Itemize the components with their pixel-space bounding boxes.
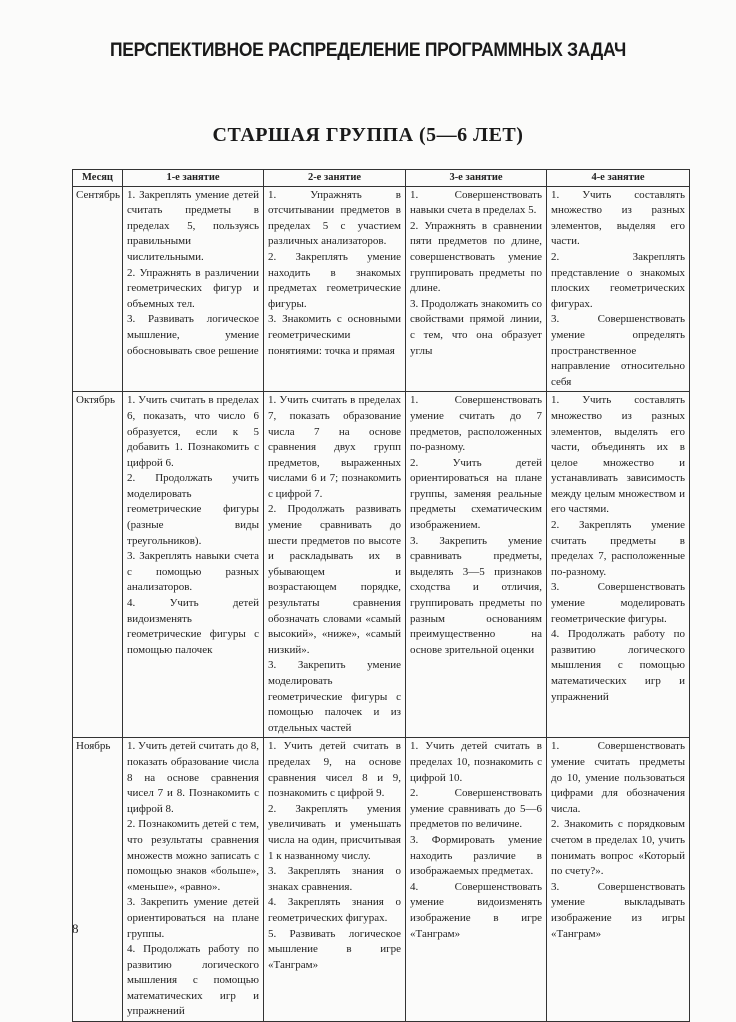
header-lesson-1: 1-е занятие [122, 169, 264, 187]
lesson-cell-2: 1. Учить детей считать в пределах 9, на … [263, 737, 406, 1022]
task-item: 3. Закрепить умение сравнивать предметы,… [410, 534, 542, 656]
task-item: 1. Учить составлять множество из разных … [551, 394, 685, 516]
lesson-cell-2: 1. Упражнять в отсчитывании предметов в … [263, 185, 406, 393]
task-item: 5. Развивать логическое мышление в игре … [268, 927, 401, 971]
lesson-cell-4: 1. Совершенствовать умение считать предм… [546, 737, 690, 1022]
task-item: 3. Совершенствовать умение моделировать … [551, 581, 685, 625]
task-item: 3. Продолжать знакомить со свойствами пр… [410, 297, 542, 357]
task-item: 3. Закреплять навыки счета с помощью раз… [127, 550, 259, 594]
task-item: 2. Познакомить детей с тем, что результа… [127, 818, 259, 893]
lesson-cell-2: 1. Учить считать в пределах 7, показать … [263, 391, 406, 739]
task-item: 1. Учить составлять множество из разных … [551, 188, 685, 248]
task-item: 3. Закрепить умение моделировать геометр… [268, 659, 401, 734]
task-item: 2. Учить детей ориентироваться на плане … [410, 456, 542, 532]
task-item: 4. Продолжать работу по развитию логичес… [127, 943, 259, 1018]
month-cell: Ноябрь [72, 737, 123, 1022]
task-item: 2. Продолжать развивать умение сравниват… [268, 503, 401, 656]
task-item: 4. Совершенствовать умение видоизменять … [410, 880, 542, 940]
task-item: 1. Учить считать в пределах 7, показать … [268, 394, 401, 500]
task-item: 1. Учить считать в пределах 6, показать,… [127, 394, 259, 469]
task-item: 2. Закреплять умения увеличивать и умень… [268, 802, 401, 862]
task-item: 1. Учить детей считать в пределах 10, по… [410, 740, 542, 784]
lesson-cell-4: 1. Учить составлять множество из разных … [546, 185, 690, 393]
program-tasks-table: Месяц 1-е занятие 2-е занятие 3-е заняти… [72, 169, 690, 1022]
header-lesson-4: 4-е занятие [546, 169, 690, 187]
table-row: Сентябрь 1. Закреплять умение детей счита… [72, 185, 690, 393]
task-item: 2. Упражнять в сравнении пяти предметов … [410, 219, 542, 295]
header-lesson-3: 3-е занятие [405, 169, 547, 187]
task-item: 1. Учить детей считать до 8, показать об… [127, 740, 259, 815]
lesson-cell-3: 1. Совершенствовать навыки счета в преде… [405, 185, 547, 393]
table-row: Октябрь 1. Учить считать в пределах 6, по… [72, 391, 690, 739]
lesson-cell-1: 1. Закреплять умение детей считать предм… [122, 185, 264, 393]
task-item: 3. Формировать умение находить различие … [410, 833, 542, 878]
lesson-cell-1: 1. Учить считать в пределах 6, показать,… [122, 391, 264, 739]
task-item: 3. Закреплять знания о знаках сравнения. [268, 865, 401, 893]
month-cell: Сентябрь [72, 185, 123, 393]
task-item: 2. Закреплять умение находить в знакомых… [268, 250, 401, 310]
lesson-cell-1: 1. Учить детей считать до 8, показать об… [122, 737, 264, 1022]
task-item: 3. Совершенствовать умение определять пр… [551, 313, 685, 388]
task-item: 1. Закреплять умение детей считать предм… [127, 188, 259, 263]
page-title: ПЕРСПЕКТИВНОЕ РАСПРЕДЕЛЕНИЕ ПРОГРАММНЫХ … [109, 40, 627, 61]
section-title: СТАРШАЯ ГРУППА (5—6 ЛЕТ) [212, 124, 524, 146]
task-item: 2. Знакомить с порядковым счетом в преде… [551, 818, 685, 878]
month-cell: Октябрь [72, 391, 123, 739]
task-item: 2. Совершенствовать умение сравнивать до… [410, 787, 542, 831]
task-item: 1. Учить детей считать в пределах 9, на … [268, 740, 401, 800]
task-item: 1. Совершенствовать умение считать предм… [551, 740, 685, 815]
task-item: 3. Развивать логическое мышление, умение… [127, 313, 259, 357]
page-number: 8 [72, 921, 79, 936]
task-item: 4. Продолжать работу по развитию логичес… [551, 628, 685, 703]
task-item: 1. Совершенствовать умение считать до 7 … [410, 394, 542, 454]
table-row: Ноябрь 1. Учить детей считать до 8, показ… [72, 737, 690, 1022]
task-item: 2. Закреплять представление о знакомых п… [551, 250, 685, 310]
task-item: 4. Закреплять знания о геометрических фи… [268, 896, 401, 924]
task-item: 2. Упражнять в различении геометрических… [127, 266, 259, 310]
task-item: 2. Продолжать учить моделировать геометр… [127, 472, 259, 547]
table-header-row: Месяц 1-е занятие 2-е занятие 3-е заняти… [72, 169, 690, 187]
lesson-cell-3: 1. Учить детей считать в пределах 10, по… [405, 737, 547, 1022]
lesson-cell-3: 1. Совершенствовать умение считать до 7 … [405, 391, 547, 739]
lesson-cell-4: 1. Учить составлять множество из разных … [546, 391, 690, 739]
task-item: 1. Совершенствовать навыки счета в преде… [410, 188, 542, 217]
task-item: 1. Упражнять в отсчитывании предметов в … [268, 188, 401, 248]
header-month: Месяц [72, 169, 123, 187]
header-lesson-2: 2-е занятие [263, 169, 406, 187]
task-item: 3. Закрепить умение детей ориентироватьс… [127, 896, 259, 940]
task-item: 2. Закреплять умение считать предметы в … [551, 519, 685, 578]
task-item: 3. Совершенствовать умение выкладывать и… [551, 880, 685, 940]
task-item: 3. Знакомить с основными геометрическими… [268, 313, 401, 357]
task-item: 4. Учить детей видоизменять геометрическ… [127, 597, 259, 656]
